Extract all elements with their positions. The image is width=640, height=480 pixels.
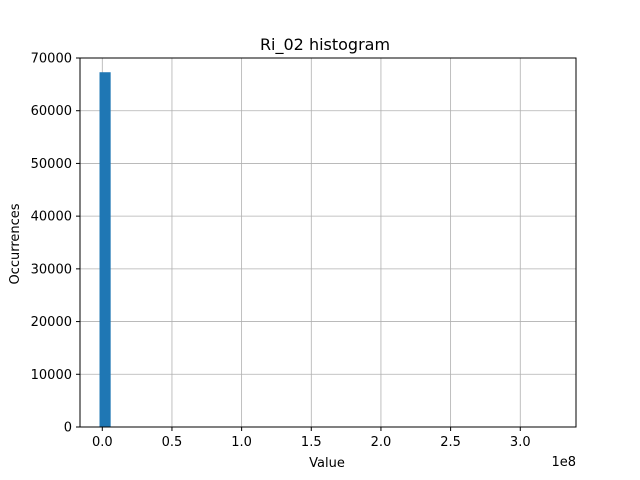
histogram-bar (99, 72, 111, 428)
x-axis-label: Value (309, 456, 345, 471)
y-tick-label: 30000 (31, 262, 72, 277)
y-tick-label: 20000 (31, 315, 72, 330)
y-tick-label: 10000 (31, 368, 72, 383)
y-tick-label: 60000 (31, 104, 72, 119)
y-axis-label: Occurrences (8, 203, 23, 284)
chart-title: Ri_02 histogram (260, 35, 390, 55)
grid-lines (80, 57, 576, 428)
x-tick-label: 1.5 (301, 435, 322, 450)
x-tick-label: 2.0 (371, 435, 392, 450)
x-offset-label: 1e8 (551, 455, 576, 470)
y-tick-label: 0 (64, 421, 72, 436)
y-tick-label: 70000 (31, 52, 72, 67)
x-tick-label: 0.5 (162, 435, 183, 450)
y-tick-label: 50000 (31, 157, 72, 172)
x-axis-ticks: 0.0 0.5 1.0 1.5 2.0 2.5 3.0 (92, 427, 531, 450)
y-axis-ticks: 0 10000 20000 30000 40000 50000 60000 70000 (31, 52, 80, 436)
bars (99, 72, 111, 428)
x-tick-label: 1.0 (231, 435, 252, 450)
y-tick-label: 40000 (31, 210, 72, 225)
plot-frame (79, 57, 577, 428)
x-tick-label: 2.5 (440, 435, 461, 450)
x-tick-label: 0.0 (92, 435, 113, 450)
x-tick-label: 3.0 (510, 435, 531, 450)
